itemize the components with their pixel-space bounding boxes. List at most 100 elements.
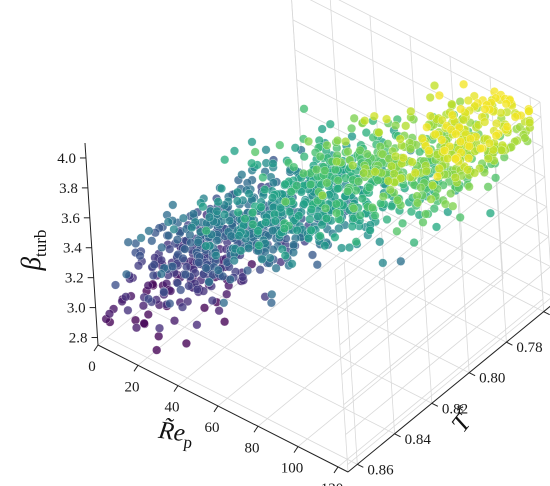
data-point — [237, 170, 247, 180]
data-point — [406, 144, 416, 154]
data-point — [255, 265, 265, 275]
data-point — [437, 135, 447, 145]
data-point — [133, 261, 144, 271]
data-point — [232, 196, 242, 206]
x-tick-mark — [293, 446, 299, 453]
data-point — [422, 122, 432, 132]
data-point — [110, 280, 121, 290]
data-point — [270, 216, 280, 226]
data-point — [331, 199, 341, 209]
z-tick-label: 3.0 — [67, 301, 86, 317]
data-point — [144, 226, 154, 236]
z-tick-label: 3.8 — [59, 181, 78, 197]
data-point — [268, 226, 278, 236]
data-point — [344, 242, 354, 253]
data-point — [406, 106, 416, 116]
data-point — [201, 263, 211, 273]
data-point — [364, 182, 374, 192]
data-point — [425, 92, 435, 103]
grid-line-floor-x — [297, 278, 504, 447]
data-point — [265, 253, 275, 263]
data-point — [464, 182, 474, 192]
data-point — [180, 269, 191, 279]
x-tick-mark — [213, 405, 219, 413]
data-point — [447, 99, 457, 109]
y-tick-mark — [431, 402, 439, 407]
data-point — [426, 194, 436, 204]
data-point — [139, 318, 149, 328]
data-point — [349, 113, 359, 123]
data-point — [131, 323, 142, 333]
data-point — [333, 175, 343, 186]
data-point — [267, 289, 277, 299]
data-point — [220, 155, 230, 165]
data-point — [409, 238, 419, 248]
data-point — [392, 195, 403, 205]
data-point — [292, 181, 302, 191]
data-point — [343, 147, 353, 157]
data-point — [429, 81, 440, 91]
data-point — [236, 246, 246, 256]
data-point — [212, 206, 222, 216]
data-point — [362, 149, 372, 159]
x-tick-label: 80 — [245, 440, 260, 456]
data-point — [187, 223, 197, 233]
y-axis-line — [347, 305, 550, 473]
data-point — [212, 235, 222, 246]
data-point — [360, 116, 370, 126]
data-point — [407, 157, 417, 167]
data-point — [333, 184, 343, 194]
data-point — [343, 186, 353, 196]
data-point — [347, 221, 357, 231]
data-point — [315, 231, 325, 241]
data-point — [391, 120, 401, 131]
data-point — [332, 157, 342, 167]
data-point — [347, 123, 357, 133]
data-point — [121, 292, 131, 302]
data-point — [123, 305, 133, 315]
y-tick-label: 0.82 — [442, 401, 468, 417]
chart-points — [101, 79, 535, 355]
data-point — [525, 118, 535, 128]
data-point — [510, 112, 520, 122]
data-point — [194, 257, 204, 267]
data-point — [382, 214, 392, 225]
z-axis-line — [84, 142, 99, 346]
data-point — [396, 173, 406, 183]
data-point — [428, 180, 438, 190]
data-point — [320, 241, 330, 251]
data-point — [229, 146, 240, 156]
data-point — [520, 133, 530, 143]
data-point — [299, 104, 309, 114]
data-point — [496, 145, 506, 155]
data-point — [480, 104, 490, 114]
x-tick-mark — [133, 365, 139, 372]
data-point — [214, 306, 224, 316]
data-point — [459, 115, 469, 125]
data-point — [416, 182, 426, 193]
data-point — [253, 226, 263, 236]
grid-line-right-z — [347, 298, 550, 465]
data-point — [431, 222, 442, 232]
data-point — [165, 299, 175, 309]
grid-line-floor-x — [257, 257, 464, 427]
data-point — [434, 164, 444, 174]
data-point — [289, 162, 299, 172]
data-point — [176, 285, 186, 295]
data-point — [424, 146, 434, 156]
data-point — [459, 79, 469, 89]
data-point — [396, 256, 406, 266]
data-point — [288, 247, 298, 257]
data-point — [306, 225, 316, 235]
z-axis-label: βturb — [16, 230, 50, 272]
data-point — [216, 183, 227, 194]
data-point — [121, 269, 132, 279]
pane-edge — [334, 269, 349, 473]
data-point — [450, 154, 460, 164]
data-point — [312, 165, 322, 175]
chart-axes — [84, 142, 550, 473]
data-point — [261, 217, 271, 227]
data-point — [455, 212, 465, 222]
data-point — [421, 166, 431, 176]
data-point — [485, 208, 495, 218]
